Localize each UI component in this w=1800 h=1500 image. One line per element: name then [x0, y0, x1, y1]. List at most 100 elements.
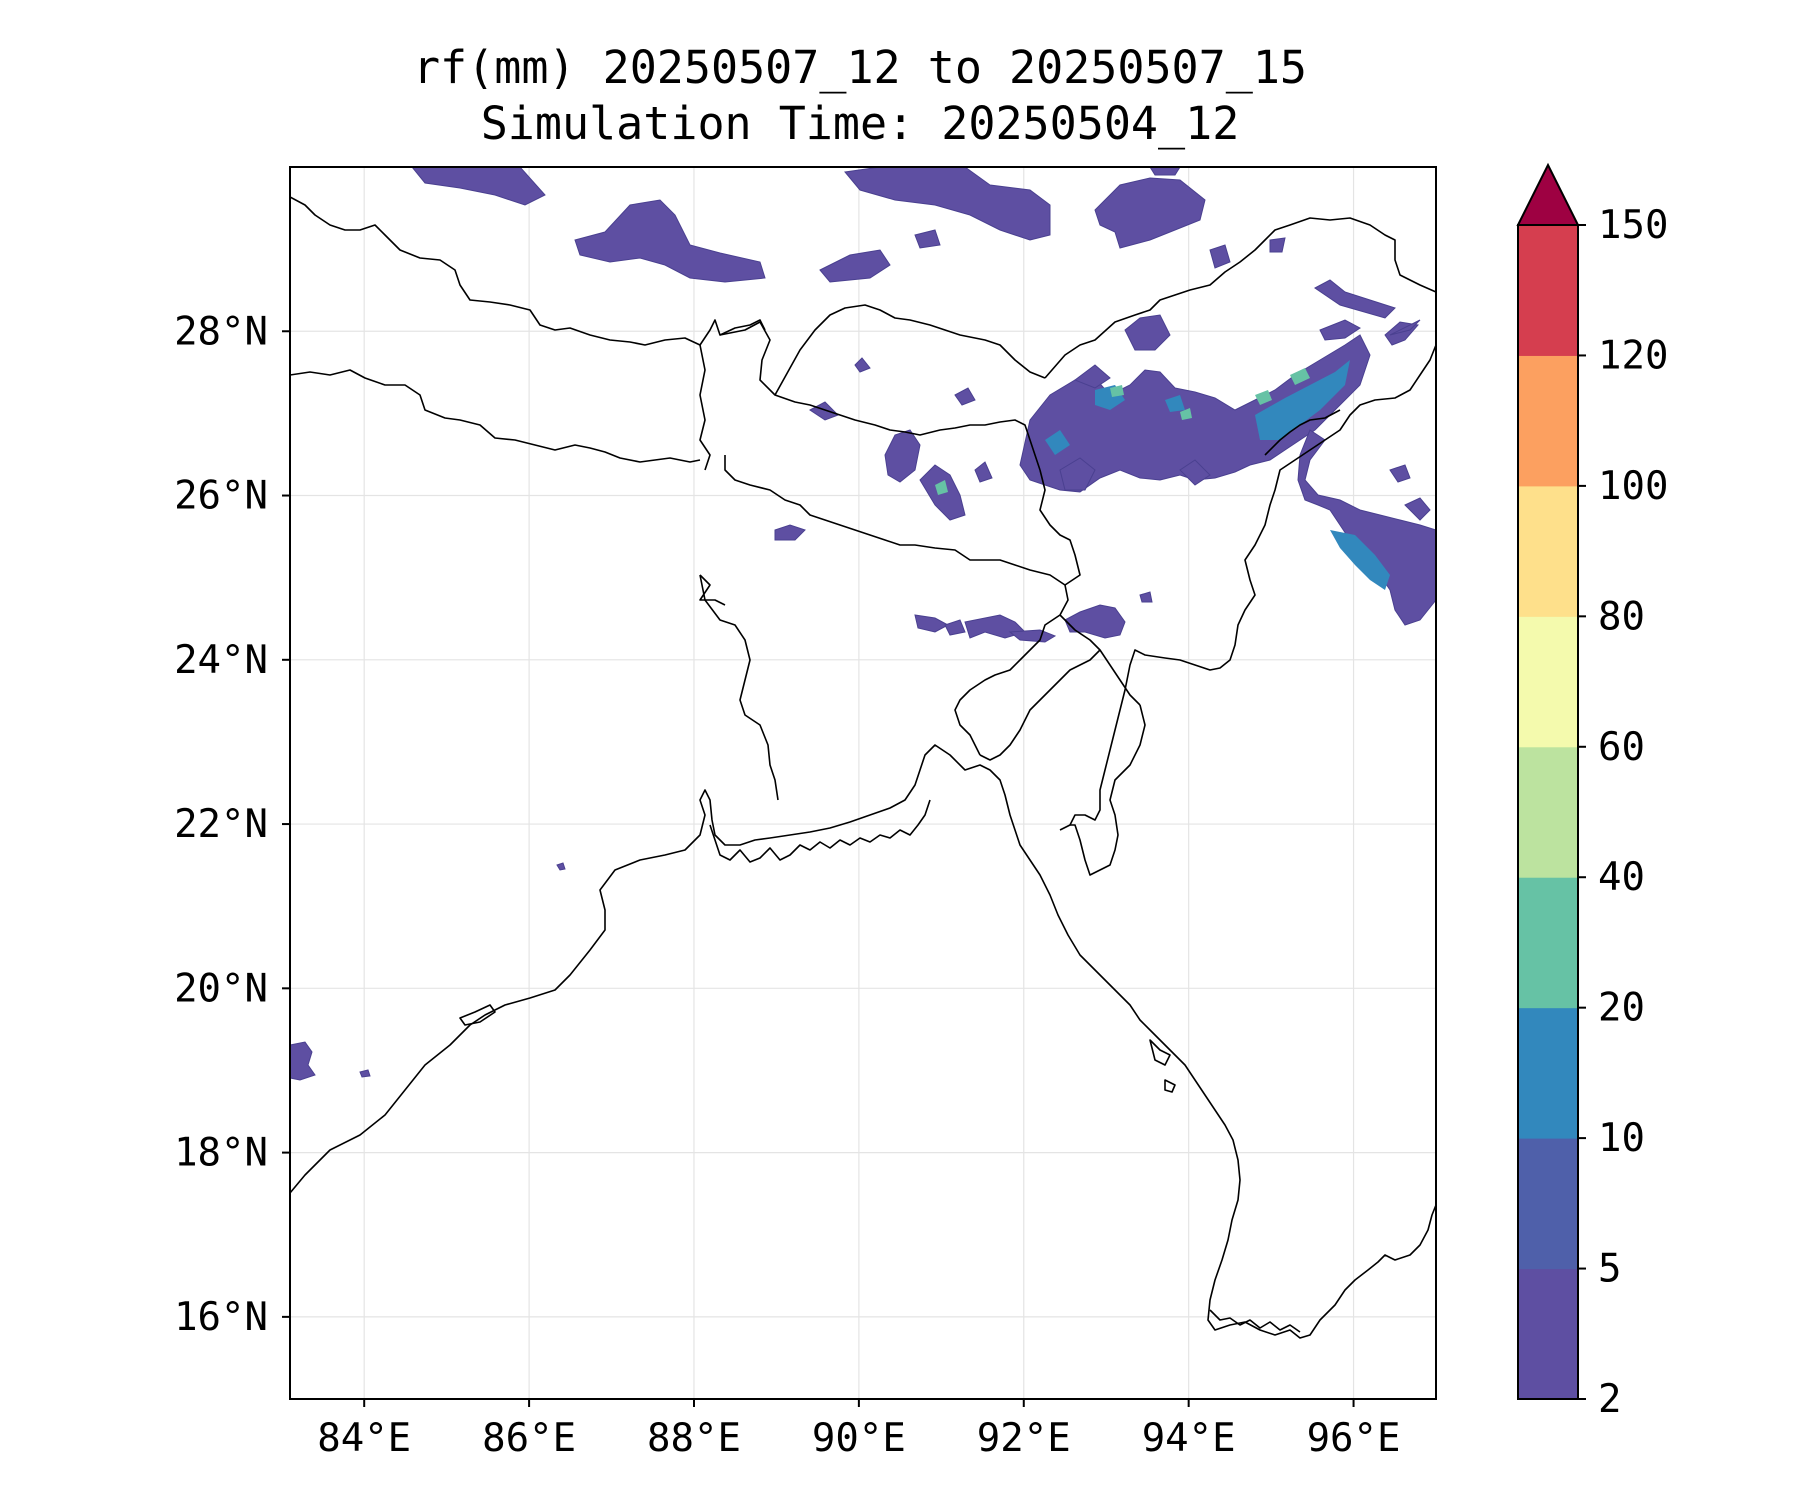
latitude-ticks: 16°N 18°N 20°N 22°N 24°N 26°N 28°N	[174, 309, 290, 1340]
rain-cell	[1314, 279, 1396, 319]
state-border	[1264, 409, 1341, 456]
rain-cell	[884, 429, 921, 483]
rain-cell	[819, 249, 891, 283]
colorbar-segment	[1518, 355, 1578, 487]
rain-cell	[1389, 319, 1421, 336]
gridlines	[290, 167, 1436, 1399]
rain-cell	[914, 229, 941, 249]
coastline	[290, 744, 1436, 1339]
country-border	[774, 304, 1046, 396]
rain-cell	[1319, 319, 1361, 341]
colorbar-tick-label: 5	[1598, 1247, 1621, 1292]
lon-tick-label: 84°E	[317, 1416, 411, 1461]
colorbar-segment	[1518, 1268, 1578, 1400]
colorbar-extend-arrow	[1516, 162, 1580, 226]
map-background	[290, 167, 1436, 1399]
rain-cell	[1269, 237, 1286, 253]
rain-cell	[1094, 177, 1206, 249]
rain-cell	[854, 357, 871, 373]
longitude-ticks: 84°E 86°E 88°E 90°E 92°E 94°E 96°E	[317, 1399, 1401, 1461]
country-border	[290, 196, 766, 346]
rain-cell	[1073, 364, 1111, 389]
coastline-myanmar-delta	[1209, 1309, 1301, 1333]
colorbar-segment	[1518, 1138, 1578, 1270]
rain-cell-core	[1255, 360, 1350, 440]
colorbar-tick-label: 40	[1598, 855, 1645, 900]
colorbar-frame	[1517, 224, 1579, 1400]
rainfall-contours	[290, 167, 1436, 1081]
rain-cell	[1124, 314, 1171, 351]
colorbar-segment	[1518, 225, 1578, 356]
lat-tick-label: 26°N	[174, 474, 268, 519]
rain-cell-peak	[935, 480, 948, 495]
map-title: rf(mm) 20250507_12 to 20250507_15	[412, 41, 1308, 94]
coastline-delta	[709, 799, 931, 863]
rain-cell-peak	[1290, 368, 1310, 385]
rain-cell	[290, 1041, 316, 1081]
colorbar-segment	[1518, 746, 1578, 878]
colorbar-tick-label: 80	[1598, 594, 1645, 639]
rain-cell-peak	[1255, 390, 1272, 405]
country-border	[1059, 614, 1141, 706]
state-border	[979, 649, 1101, 761]
rain-cell-peak	[1180, 408, 1192, 420]
lon-tick-label: 94°E	[1142, 1416, 1236, 1461]
lon-tick-label: 88°E	[647, 1416, 741, 1461]
colorbar-segment	[1518, 485, 1578, 617]
rain-cell	[1008, 629, 1057, 643]
colorbar-segment	[1518, 616, 1578, 748]
country-border	[719, 321, 1041, 471]
country-border	[699, 574, 779, 801]
rain-cell	[974, 461, 993, 483]
rain-cell	[1297, 429, 1436, 626]
rain-cell	[411, 167, 546, 206]
rain-cell-core	[1165, 395, 1185, 412]
rain-cell	[1179, 459, 1211, 486]
rain-cell	[954, 387, 976, 406]
rain-cell	[359, 1069, 371, 1078]
lat-tick-label: 28°N	[174, 309, 268, 354]
lat-tick-label: 18°N	[174, 1131, 268, 1176]
colorbar-tick-label: 2	[1598, 1377, 1621, 1422]
coastline-islands	[1164, 1079, 1176, 1093]
rain-cell	[844, 167, 1051, 241]
colorbar: 2 5 10 20 40 60 80 100 120 150	[1516, 162, 1668, 1422]
colorbar-tick-label: 60	[1598, 725, 1645, 770]
country-border	[1059, 344, 1436, 831]
coastline-islands	[1149, 1039, 1171, 1066]
lat-tick-label: 24°N	[174, 638, 268, 683]
rain-cell	[1019, 334, 1371, 493]
colorbar-segment	[1518, 1007, 1578, 1139]
colorbar-tick-label: 100	[1598, 464, 1668, 509]
lat-tick-label: 20°N	[174, 966, 268, 1011]
lon-tick-label: 96°E	[1307, 1416, 1401, 1461]
rain-cell	[774, 524, 806, 541]
country-border	[699, 344, 711, 471]
rain-cell-peak	[1110, 385, 1124, 397]
lat-tick-label: 22°N	[174, 802, 268, 847]
country-border	[1044, 217, 1436, 379]
rain-cell	[556, 862, 566, 871]
lon-tick-label: 90°E	[812, 1416, 906, 1461]
rain-cell	[1389, 464, 1411, 483]
colorbar-tick-label: 20	[1598, 986, 1645, 1031]
rain-cell	[1404, 497, 1431, 521]
rain-cell	[944, 619, 966, 636]
rain-cell	[574, 199, 766, 283]
state-border	[1070, 704, 1146, 876]
rain-cell	[1209, 244, 1231, 269]
lon-tick-label: 86°E	[482, 1416, 576, 1461]
rain-cell	[1149, 167, 1181, 176]
rain-cell-core	[1330, 530, 1390, 590]
country-border	[1039, 469, 1081, 586]
map-subtitle: Simulation Time: 20250504_12	[480, 97, 1240, 150]
country-border	[290, 369, 701, 463]
country-border	[699, 574, 726, 606]
rain-cell	[1139, 591, 1153, 603]
rain-cell	[1059, 457, 1096, 491]
colorbar-tick-label: 150	[1598, 203, 1668, 248]
map-frame	[289, 166, 1437, 1400]
colorbar-tick-label: 120	[1598, 333, 1668, 378]
lat-tick-label: 16°N	[174, 1295, 268, 1340]
